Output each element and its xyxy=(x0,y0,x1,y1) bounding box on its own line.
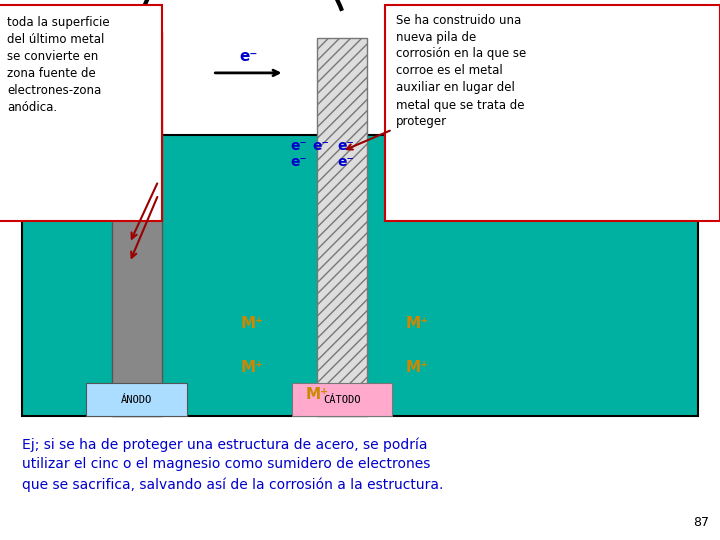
Bar xyxy=(22,135,698,416)
Text: CÁTODO: CÁTODO xyxy=(323,395,361,404)
Text: M⁺: M⁺ xyxy=(240,360,264,375)
FancyBboxPatch shape xyxy=(292,383,392,416)
Text: M⁺: M⁺ xyxy=(240,316,264,332)
Text: M⁺: M⁺ xyxy=(406,316,429,332)
Text: Ej; si se ha de proteger una estructura de acero, se podría
utilizar el cinc o e: Ej; si se ha de proteger una estructura … xyxy=(22,437,443,491)
Bar xyxy=(317,38,367,416)
Text: e⁻: e⁻ xyxy=(290,155,307,169)
Text: e⁻: e⁻ xyxy=(312,139,329,153)
FancyBboxPatch shape xyxy=(385,5,720,221)
Text: toda la superficie
del último metal
se convierte en
zona fuente de
electrones-zo: toda la superficie del último metal se c… xyxy=(7,16,110,114)
FancyBboxPatch shape xyxy=(86,383,187,416)
Text: ÁNODO: ÁNODO xyxy=(121,395,153,404)
Text: e⁻: e⁻ xyxy=(290,139,307,153)
Text: e⁻: e⁻ xyxy=(239,49,258,64)
Text: Se ha construido una
nueva pila de
corrosión en la que se
corroe es el metal
aux: Se ha construido una nueva pila de corro… xyxy=(396,14,526,129)
Text: e⁻: e⁻ xyxy=(337,139,354,153)
Bar xyxy=(112,32,162,416)
Text: 87: 87 xyxy=(693,516,709,529)
Text: e⁻: e⁻ xyxy=(337,155,354,169)
FancyBboxPatch shape xyxy=(0,5,162,221)
Text: M⁺: M⁺ xyxy=(406,360,429,375)
Text: M⁺: M⁺ xyxy=(305,387,328,402)
